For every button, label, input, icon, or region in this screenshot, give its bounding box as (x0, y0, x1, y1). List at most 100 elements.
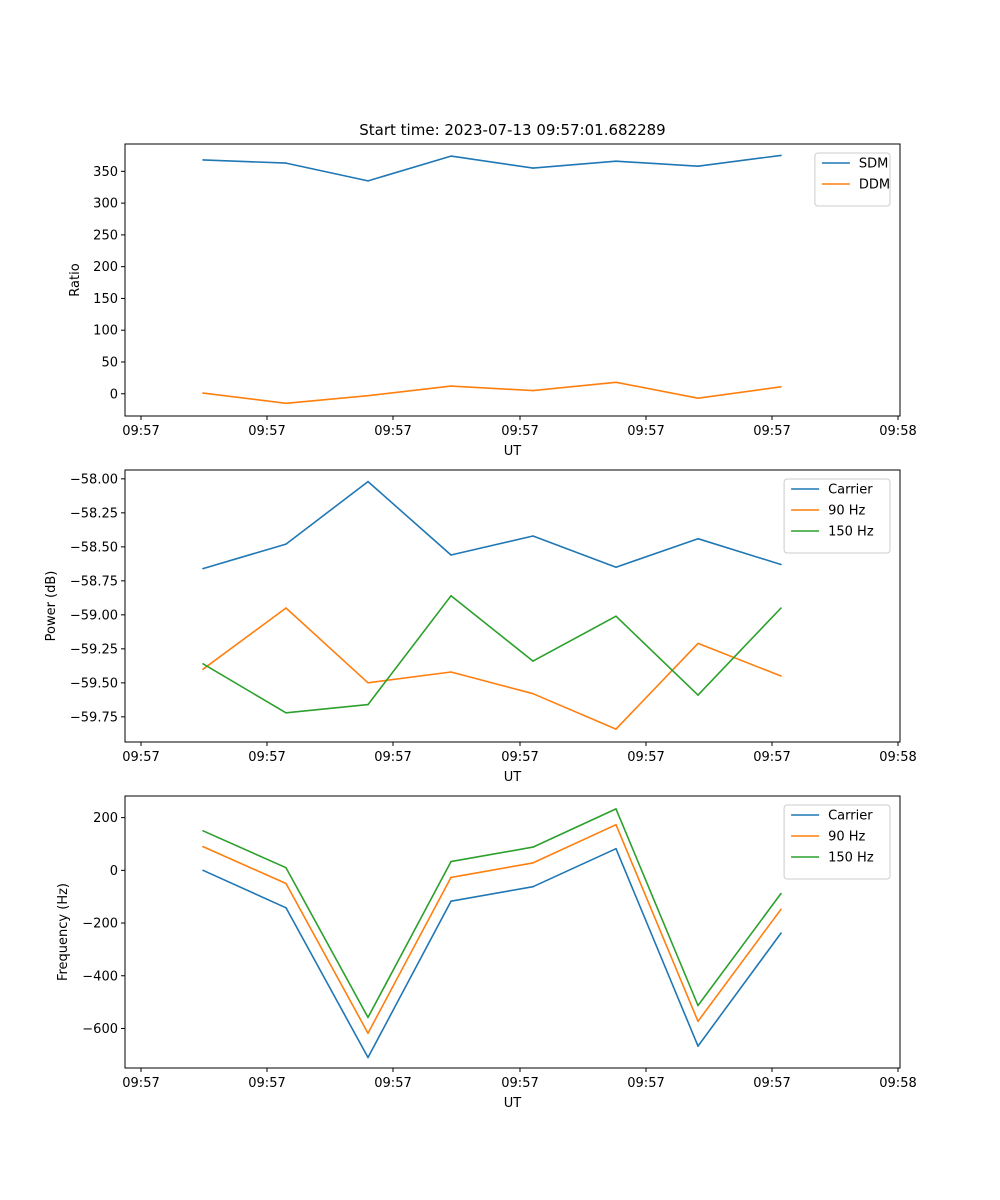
data-point (780, 675, 782, 677)
y-tick-label: −59.75 (70, 710, 118, 725)
y-axis-label: Power (dB) (44, 571, 59, 642)
legend-label: 150 Hz (828, 525, 874, 540)
data-point (202, 845, 204, 848)
x-tick-label: 09:58 (879, 424, 916, 439)
data-point (285, 162, 287, 164)
data-point (780, 932, 782, 934)
data-point (532, 885, 534, 888)
data-point (532, 862, 534, 864)
chart-panel-1: 09:57 09:57 09:57 09:57 09:57 09:57 09:58 0 50 10… (68, 143, 917, 459)
data-point (697, 642, 699, 645)
y-tick-label: −59.25 (70, 642, 118, 657)
data-point (367, 180, 369, 182)
series-carrier (202, 847, 782, 1059)
data-point (615, 160, 617, 162)
data-point (450, 595, 452, 597)
data-point (615, 728, 617, 730)
x-tick-label: 09:57 (753, 750, 790, 765)
data-point (532, 167, 534, 169)
y-tick-label: −59.50 (70, 676, 118, 691)
series-line (202, 607, 782, 730)
x-tick-label: 09:57 (248, 750, 285, 765)
legend: Carrier 90 Hz 150 Hz (783, 478, 891, 554)
data-point (450, 900, 452, 902)
data-point (202, 668, 204, 670)
data-point (615, 615, 617, 617)
x-axis-label: UT (504, 444, 522, 459)
x-tick-label: 09:57 (122, 1076, 159, 1091)
data-point (615, 808, 617, 810)
data-point (532, 535, 534, 537)
data-point (697, 1004, 699, 1007)
data-point (285, 607, 287, 609)
y-tick-label: −58.50 (70, 540, 118, 555)
chart-panel-3: 09:57 09:57 09:57 09:57 09:57 09:57 09:58 −600 −… (56, 795, 917, 1111)
data-point (780, 386, 782, 388)
legend-label: 150 Hz (828, 851, 874, 866)
data-point (450, 554, 452, 556)
y-tick-label: −58.00 (70, 472, 118, 487)
series-sdm (202, 154, 782, 182)
x-axis-label: UT (504, 770, 522, 785)
legend-box (783, 478, 891, 554)
data-point (367, 1032, 369, 1034)
series-line (202, 594, 782, 714)
data-point (615, 823, 617, 826)
legend-label: Carrier (828, 483, 873, 498)
y-tick-label: 200 (93, 260, 118, 275)
data-point (367, 1016, 369, 1019)
legend-box (814, 152, 891, 207)
legend-label: 90 Hz (828, 504, 865, 519)
x-axis-label: UT (504, 1096, 522, 1111)
data-point (285, 712, 287, 714)
x-tick-label: 09:57 (753, 424, 790, 439)
data-point (532, 846, 534, 848)
y-tick-label: −200 (82, 917, 118, 932)
series-ddm (202, 381, 782, 405)
y-axis-label: Frequency (Hz) (56, 883, 71, 981)
data-point (202, 159, 204, 161)
axes-frame (124, 143, 901, 417)
chart-panel-2: 09:57 09:57 09:57 09:57 09:57 09:57 09:58 −59.7… (44, 469, 917, 785)
data-point (697, 1020, 699, 1023)
data-point (367, 682, 369, 684)
data-point (532, 389, 534, 392)
axes-frame (124, 469, 901, 743)
series-line (202, 154, 782, 182)
legend-label: Carrier (828, 809, 873, 824)
data-point (615, 566, 617, 568)
series-carrier (202, 480, 782, 570)
x-tick-label: 09:57 (501, 424, 538, 439)
legend: Carrier 90 Hz 150 Hz (783, 804, 891, 880)
x-tick-label: 09:57 (374, 750, 411, 765)
y-tick-label: −58.25 (70, 506, 118, 521)
data-point (285, 866, 287, 869)
legend-label: DDM (859, 178, 890, 193)
legend-box (783, 804, 891, 880)
data-point (697, 537, 699, 540)
data-point (285, 543, 287, 545)
data-point (285, 882, 287, 885)
legend-label: 90 Hz (828, 830, 865, 845)
legend-label: SDM (859, 157, 888, 172)
data-point (780, 908, 782, 911)
x-tick-label: 09:57 (627, 424, 664, 439)
data-point (367, 703, 369, 706)
data-point (780, 607, 782, 609)
series-line (202, 847, 782, 1059)
x-tick-label: 09:57 (501, 1076, 538, 1091)
x-tick-label: 09:57 (627, 750, 664, 765)
y-tick-label: −58.75 (70, 574, 118, 589)
series-90-hz (202, 823, 782, 1034)
series-150-hz (202, 594, 782, 714)
x-tick-label: 09:57 (122, 424, 159, 439)
y-tick-label: 0 (110, 864, 118, 879)
data-point (202, 663, 204, 665)
data-point (202, 567, 204, 570)
data-point (697, 1045, 699, 1047)
x-tick-label: 09:57 (248, 1076, 285, 1091)
y-tick-label: 350 (93, 165, 118, 180)
data-point (450, 860, 452, 863)
data-point (285, 402, 287, 405)
